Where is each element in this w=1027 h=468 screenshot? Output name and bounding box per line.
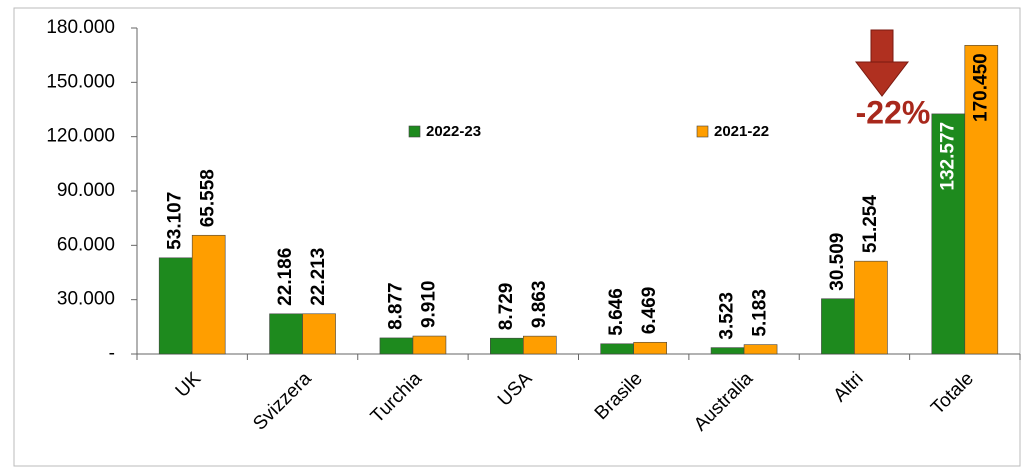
- x-tick-label: Altri: [830, 368, 868, 406]
- arrow: [854, 29, 910, 97]
- bar: [269, 313, 303, 355]
- y-tick-label: -: [109, 343, 115, 364]
- y-tick-label: 150.000: [46, 71, 115, 92]
- chart-frame: [13, 7, 1021, 467]
- x-tick-label: UK: [172, 368, 206, 402]
- value-label: 65.558: [198, 169, 219, 227]
- legend-label: 2021-22: [714, 123, 769, 140]
- value-label: 22.186: [275, 248, 296, 306]
- value-label: 3.523: [717, 292, 738, 340]
- value-label: 132.577: [937, 122, 958, 191]
- bar: [412, 335, 447, 355]
- y-tick-label: 180.000: [46, 17, 115, 38]
- value-label: 53.107: [165, 192, 186, 250]
- y-tick-label: 60.000: [57, 234, 115, 255]
- value-label: 6.469: [639, 287, 660, 335]
- y-tick-label: 30.000: [57, 289, 115, 310]
- value-label: 5.183: [750, 289, 771, 337]
- x-tick-label: Turchia: [367, 368, 426, 427]
- legend-swatch: [696, 125, 709, 138]
- value-label: 8.729: [496, 283, 517, 331]
- x-tick-label: Australia: [690, 368, 757, 435]
- annotation: -22%: [856, 94, 931, 130]
- bar: [964, 44, 999, 355]
- bar: [490, 337, 524, 355]
- value-label: 30.509: [827, 233, 848, 291]
- value-label: 5.646: [606, 288, 627, 336]
- bar: [302, 313, 336, 355]
- bar: [191, 234, 226, 355]
- x-tick-label: Svizzera: [249, 368, 316, 435]
- bar: [854, 260, 888, 355]
- bar: [158, 257, 193, 355]
- y-tick-label: 90.000: [57, 180, 115, 201]
- legend-swatch: [408, 125, 421, 138]
- value-label: 22.213: [308, 248, 329, 306]
- bar: [523, 335, 557, 355]
- value-label: 8.877: [385, 282, 406, 330]
- x-tick-label: USA: [494, 368, 537, 411]
- value-label: 170.450: [970, 53, 991, 122]
- bar: [821, 298, 855, 355]
- bar: [633, 341, 667, 355]
- legend-label: 2022-23: [426, 123, 481, 140]
- bar: [743, 344, 778, 355]
- x-tick-label: Totale: [927, 368, 978, 419]
- value-label: 51.254: [860, 195, 881, 254]
- bar: [600, 343, 634, 355]
- x-tick-label: Brasile: [591, 368, 647, 424]
- bar: [710, 347, 745, 355]
- y-tick-label: 120.000: [46, 126, 115, 147]
- value-label: 9.910: [418, 281, 439, 329]
- bar: [379, 337, 414, 355]
- value-label: 9.863: [529, 281, 550, 329]
